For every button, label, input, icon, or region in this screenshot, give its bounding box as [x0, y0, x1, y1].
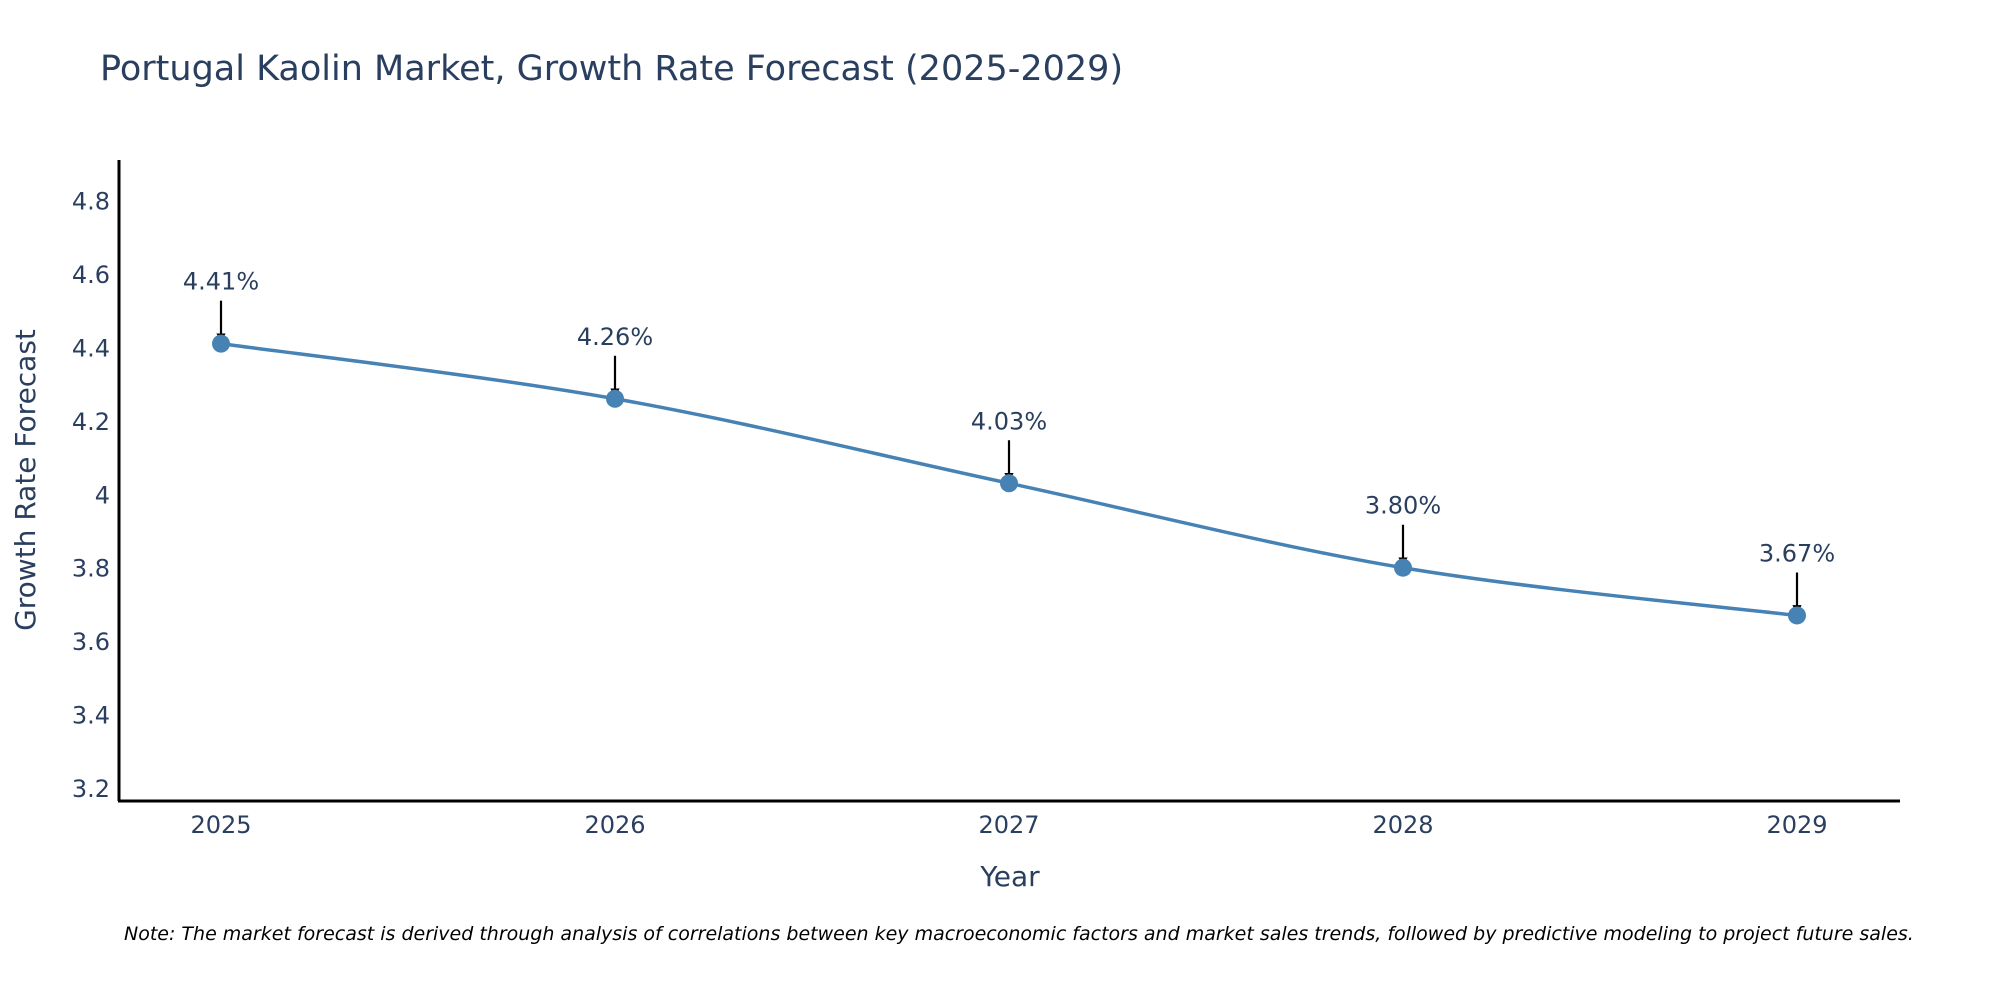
y-tick-label: 4.6 — [72, 261, 110, 289]
data-point-marker — [1788, 606, 1806, 625]
y-axis-ticks: 3.2 3.4 3.6 3.8 4 4.2 4.4 4.6 4.8 — [72, 187, 110, 803]
y-axis-title: Growth Rate Forecast — [9, 329, 42, 631]
x-tick-label: 2029 — [1766, 811, 1827, 839]
data-label: 3.80% — [1365, 492, 1441, 520]
y-tick-label: 4.2 — [72, 408, 110, 436]
y-tick-label: 4.4 — [72, 334, 110, 362]
x-axis-ticks: 2025 2026 2027 2028 2029 — [190, 811, 1827, 839]
y-tick-label: 3.2 — [72, 775, 110, 803]
y-tick-label: 3.8 — [72, 555, 110, 583]
x-tick-label: 2028 — [1372, 811, 1433, 839]
annotation-arrows — [216, 300, 1802, 615]
x-tick-label: 2025 — [190, 811, 251, 839]
data-label: 4.26% — [577, 323, 653, 351]
y-tick-label: 3.4 — [72, 702, 110, 730]
data-point-marker — [1394, 558, 1412, 577]
y-tick-label: 3.6 — [72, 628, 110, 656]
data-label: 4.03% — [971, 407, 1047, 435]
data-point-marker — [1000, 474, 1018, 493]
x-tick-label: 2026 — [584, 811, 645, 839]
data-label: 3.67% — [1759, 539, 1835, 567]
data-point-marker — [606, 389, 624, 408]
footnote: Note: The market forecast is derived thr… — [124, 923, 1914, 945]
data-markers — [212, 334, 1806, 625]
x-axis-title: Year — [979, 860, 1040, 893]
x-tick-label: 2027 — [978, 811, 1039, 839]
data-label: 4.41% — [183, 268, 259, 296]
data-labels: 4.41% 4.26% 4.03% 3.80% 3.67% — [183, 268, 1835, 568]
chart-title: Portugal Kaolin Market, Growth Rate Fore… — [100, 49, 1123, 89]
y-tick-label: 4 — [95, 481, 110, 509]
y-tick-label: 4.8 — [72, 187, 110, 215]
data-point-marker — [212, 334, 230, 353]
